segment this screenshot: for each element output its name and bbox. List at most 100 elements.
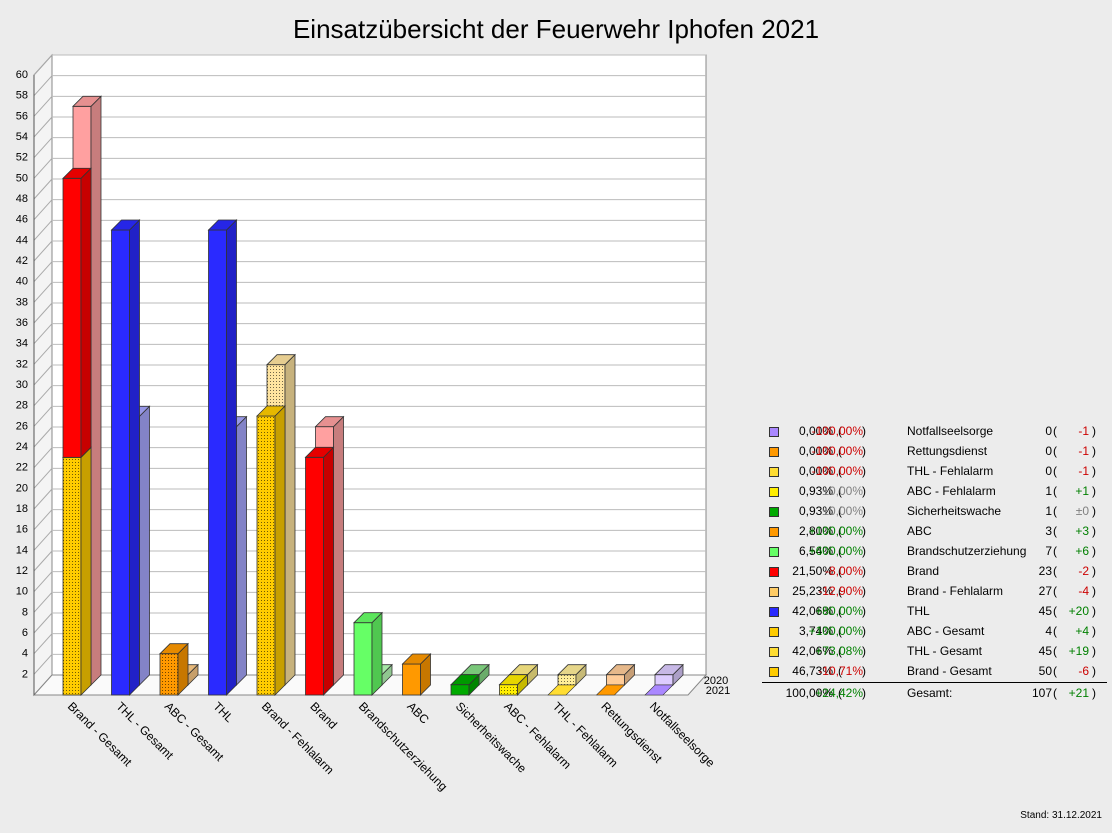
grid-line-side [33, 447, 53, 469]
bar-2021-1-side [129, 219, 140, 696]
legend-count: 3 [1045, 524, 1052, 538]
bar-2021-4-pattern [257, 416, 275, 695]
legend-percent: 0,00% [798, 464, 833, 478]
legend-diff: +6 [1075, 544, 1089, 558]
y-tick-label: 42 [16, 255, 28, 267]
legend-change: +100,00% [808, 524, 863, 538]
legend-percent: 42,06% [792, 644, 833, 658]
legend-row: 46,73%(-10,71%) Brand - Gesamt 50(-6) [762, 661, 1107, 681]
grid-line-side [33, 385, 53, 407]
legend-swatch [769, 487, 779, 497]
legend-count: 107 [1031, 686, 1052, 700]
y-tick-label: 34 [16, 338, 28, 350]
legend: 0,00%(-100,00%) Notfallseelsorge 0(-1) 0,00… [762, 421, 1107, 703]
legend-label: ABC - Gesamt [907, 624, 985, 638]
grid-line-side [33, 488, 53, 510]
bar-2021-5 [304, 446, 335, 696]
legend-diff: -1 [1078, 424, 1089, 438]
y-tick-label: 40 [16, 276, 28, 288]
legend-paren: ) [1092, 464, 1096, 478]
legend-label: Rettungsdienst [907, 444, 988, 458]
bar-2021-6-top [353, 612, 383, 624]
grid-line-side [33, 302, 53, 324]
y-tick-label: 10 [16, 586, 28, 598]
legend-percent: 0,93% [798, 484, 833, 498]
legend-swatch [769, 427, 779, 437]
legend-count: 27 [1038, 584, 1052, 598]
legend-paren: ( [1053, 624, 1057, 638]
legend-swatch [769, 527, 779, 537]
bar-2020-10-pattern [558, 674, 576, 685]
grid-line-side [33, 54, 53, 76]
bar-2020-12-top [654, 664, 684, 676]
grid-line-side [33, 137, 53, 159]
legend-swatch [769, 607, 779, 617]
bar-2021-9-top [498, 674, 529, 686]
bar-2021-0-lower [62, 446, 92, 696]
legend-change: +80,00% [815, 604, 863, 618]
legend-percent: 0,00% [798, 444, 833, 458]
grid-line-side [33, 426, 53, 448]
legend-count: 23 [1038, 564, 1052, 578]
bar-2021-5-top [304, 446, 335, 458]
legend-swatch [769, 647, 779, 657]
legend-count: 45 [1038, 604, 1052, 618]
bar-2021-6-side [371, 611, 383, 696]
legend-paren: ( [838, 464, 842, 478]
x-tick-label: Brand [307, 699, 340, 732]
y-tick-label: 26 [16, 420, 28, 432]
legend-paren: ) [862, 444, 866, 458]
legend-change: -100,00% [811, 444, 863, 458]
stand-date: Stand: 31.12.2021 [1020, 810, 1102, 821]
grid-line-side [33, 240, 53, 262]
legend-swatch [769, 507, 779, 517]
legend-row: 0,93%(±0,00%) Sicherheitswache 1(±0) [762, 501, 1107, 521]
bar-2021-4 [256, 405, 286, 696]
legend-row: 0,00%(-100,00%) Notfallseelsorge 0(-1) [762, 421, 1107, 441]
legend-change: -100,00% [811, 424, 863, 438]
y-tick-label: 60 [16, 69, 28, 81]
grid-line-side [33, 75, 53, 97]
legend-label: Brand - Fehlalarm [907, 584, 1004, 598]
legend-swatch [769, 547, 779, 557]
bar-2021-5-side [323, 446, 334, 696]
legend-paren: ( [1053, 604, 1057, 618]
legend-change: -100,00% [811, 464, 863, 478]
legend-paren: ) [1092, 604, 1096, 618]
legend-row: 0,00%(-100,00%) Rettungsdienst 0(-1) [762, 441, 1107, 461]
legend-paren: ) [1092, 644, 1096, 658]
legend-diff: +3 [1075, 524, 1089, 538]
legend-count: 7 [1045, 544, 1052, 558]
bar-2020-3-side [236, 415, 247, 686]
grid-line-side [33, 591, 53, 613]
legend-change: -12,90% [818, 584, 863, 598]
y-tick-label: 36 [16, 317, 28, 329]
legend-paren: ) [862, 584, 866, 598]
legend-count: 4 [1045, 624, 1052, 638]
legend-row: 42,06%(+80,00%) THL 45(+20) [762, 601, 1107, 621]
bar-2021-3-front [208, 229, 227, 696]
bar-2020-11-front [606, 674, 625, 686]
bar-2020-4-top [266, 354, 296, 366]
legend-swatch [769, 587, 779, 597]
grid-line-side [33, 653, 53, 675]
legend-label: THL [907, 604, 930, 618]
legend-diff: -1 [1078, 444, 1089, 458]
legend-row: 0,00%(-100,00%) THL - Fehlalarm 0(-1) [762, 461, 1107, 481]
legend-count: 45 [1038, 644, 1052, 658]
legend-percent: 0,93% [798, 504, 833, 518]
bar-2021-2-pattern [160, 653, 178, 695]
bar-2020-10-top [557, 664, 587, 676]
legend-diff: +4 [1075, 624, 1089, 638]
bar-2020-0-top [72, 95, 102, 107]
legend-paren: ( [838, 424, 842, 438]
legend-paren: ( [838, 664, 842, 678]
legend-diff: +21 [1068, 686, 1089, 700]
legend-percent: 25,23% [792, 584, 833, 598]
legend-paren: ( [1053, 664, 1057, 678]
legend-paren: ( [1053, 444, 1057, 458]
legend-row: 2,80%(+100,00%) ABC 3(+3) [762, 521, 1107, 541]
grid-line-side [33, 323, 53, 345]
legend-paren: ) [862, 604, 866, 618]
